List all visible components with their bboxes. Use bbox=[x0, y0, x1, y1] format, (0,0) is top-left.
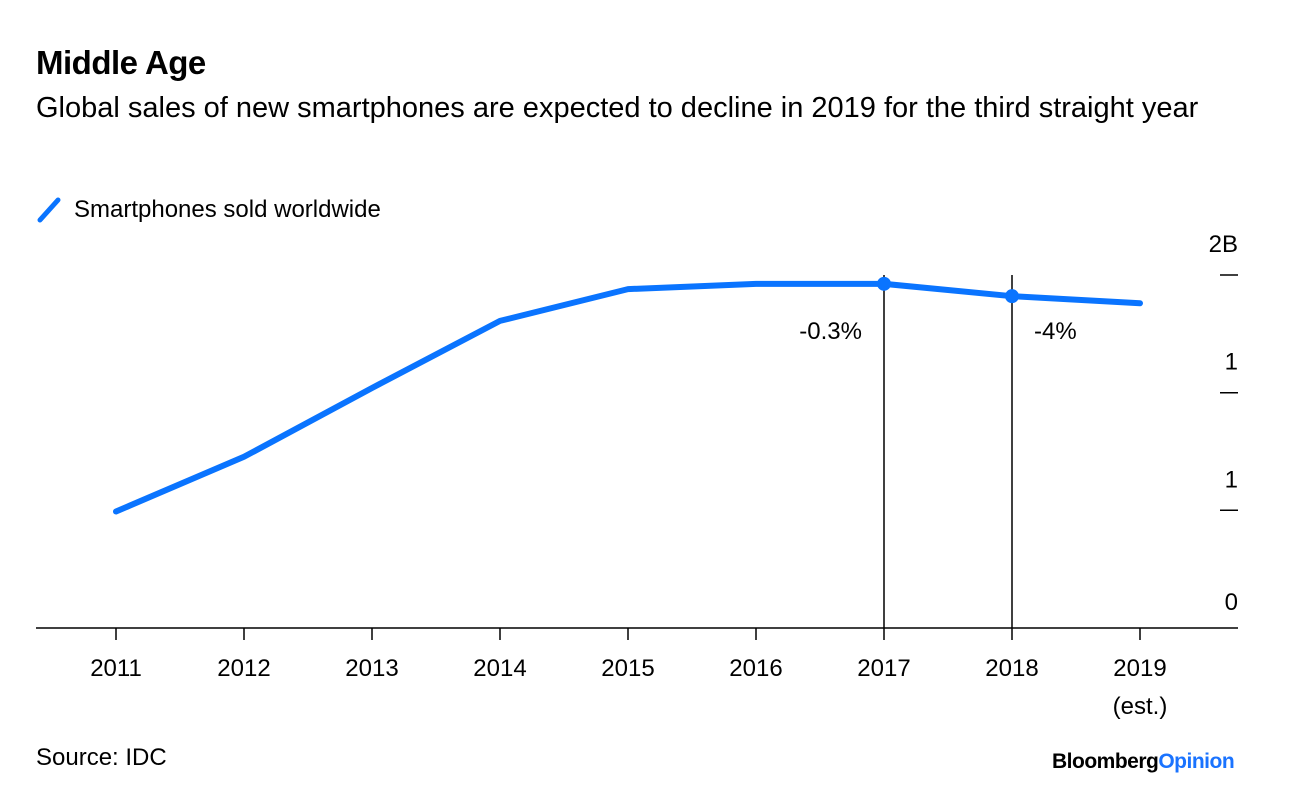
data-point-marker bbox=[1005, 289, 1019, 304]
x-tick-label: 2019 (est.) bbox=[1113, 655, 1168, 720]
x-tick-label: 2011 bbox=[90, 655, 142, 682]
legend-line-icon bbox=[37, 197, 61, 223]
data-point-marker bbox=[877, 276, 891, 291]
chart-subtitle: Global sales of new smartphones are expe… bbox=[36, 92, 1199, 124]
x-tick-label: 2013 bbox=[345, 655, 398, 682]
legend: Smartphones sold worldwide bbox=[36, 196, 381, 224]
series-line bbox=[113, 280, 1143, 515]
y-tick-label: 2B bbox=[1209, 231, 1238, 258]
x-tick-label: 2016 bbox=[729, 655, 782, 682]
y-tick-label: 1 bbox=[1225, 466, 1238, 493]
chart-title: Middle Age bbox=[36, 44, 206, 81]
y-tick-label: 0 bbox=[1225, 589, 1238, 616]
y-tick-label: 1 bbox=[1225, 349, 1238, 376]
x-tick-label: 2015 bbox=[601, 655, 654, 682]
annotation-label: -4% bbox=[1034, 318, 1077, 345]
brand-accent: Opinion bbox=[1158, 750, 1235, 773]
brand-main: Bloomberg bbox=[1052, 750, 1159, 773]
x-tick-label: 2017 bbox=[857, 655, 910, 682]
x-tick-label: 2018 bbox=[985, 655, 1038, 682]
annotation-label: -0.3% bbox=[799, 318, 862, 345]
bloomberg-opinion-logo: BloombergOpinion bbox=[1052, 750, 1235, 774]
x-tick-label: 2014 bbox=[473, 655, 526, 682]
x-tick-label: 2012 bbox=[217, 655, 270, 682]
legend-label: Smartphones sold worldwide bbox=[74, 196, 381, 223]
source-note: Source: IDC bbox=[36, 744, 167, 771]
